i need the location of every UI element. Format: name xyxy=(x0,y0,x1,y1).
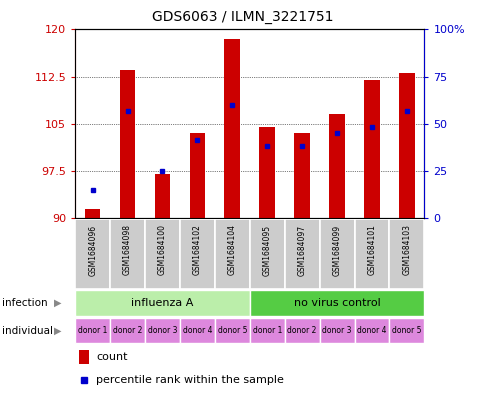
Text: GSM1684102: GSM1684102 xyxy=(193,224,201,275)
Bar xyxy=(249,318,284,343)
Bar xyxy=(75,219,110,289)
Text: GSM1684100: GSM1684100 xyxy=(158,224,166,275)
Bar xyxy=(354,219,389,289)
Bar xyxy=(75,318,110,343)
Bar xyxy=(110,219,145,289)
Bar xyxy=(78,350,89,364)
Text: GSM1684096: GSM1684096 xyxy=(88,224,97,275)
Text: percentile rank within the sample: percentile rank within the sample xyxy=(96,375,284,385)
Bar xyxy=(145,318,180,343)
Bar xyxy=(180,219,214,289)
Bar xyxy=(224,39,240,218)
Bar xyxy=(319,219,354,289)
Bar xyxy=(120,70,135,218)
Text: donor 4: donor 4 xyxy=(357,326,386,335)
Text: ▶: ▶ xyxy=(53,298,61,308)
Text: ▶: ▶ xyxy=(53,325,61,336)
Bar xyxy=(145,219,180,289)
Text: donor 2: donor 2 xyxy=(287,326,316,335)
Text: GSM1684099: GSM1684099 xyxy=(332,224,341,275)
Bar xyxy=(284,219,319,289)
Text: individual: individual xyxy=(2,325,53,336)
Bar xyxy=(319,318,354,343)
Text: donor 2: donor 2 xyxy=(113,326,142,335)
Bar xyxy=(214,219,249,289)
Bar xyxy=(154,174,170,218)
Text: GSM1684097: GSM1684097 xyxy=(297,224,306,275)
Text: donor 5: donor 5 xyxy=(217,326,246,335)
Bar xyxy=(249,290,424,316)
Bar xyxy=(363,80,379,218)
Bar xyxy=(389,318,424,343)
Text: donor 3: donor 3 xyxy=(148,326,177,335)
Text: GSM1684101: GSM1684101 xyxy=(367,224,376,275)
Text: GSM1684104: GSM1684104 xyxy=(227,224,236,275)
Bar xyxy=(389,219,424,289)
Text: donor 1: donor 1 xyxy=(78,326,107,335)
Text: donor 4: donor 4 xyxy=(182,326,212,335)
Bar xyxy=(214,318,249,343)
Bar xyxy=(284,318,319,343)
Bar xyxy=(398,73,414,218)
Bar xyxy=(75,290,249,316)
Text: infection: infection xyxy=(2,298,48,308)
Text: GSM1684098: GSM1684098 xyxy=(123,224,132,275)
Text: donor 3: donor 3 xyxy=(322,326,351,335)
Bar xyxy=(189,133,205,218)
Bar xyxy=(180,318,214,343)
Text: donor 5: donor 5 xyxy=(392,326,421,335)
Text: GDS6063 / ILMN_3221751: GDS6063 / ILMN_3221751 xyxy=(151,10,333,24)
Text: influenza A: influenza A xyxy=(131,298,193,308)
Bar xyxy=(85,209,100,218)
Bar xyxy=(110,318,145,343)
Text: donor 1: donor 1 xyxy=(252,326,281,335)
Text: GSM1684103: GSM1684103 xyxy=(402,224,410,275)
Bar xyxy=(354,318,389,343)
Text: count: count xyxy=(96,352,127,362)
Text: no virus control: no virus control xyxy=(293,298,379,308)
Text: GSM1684095: GSM1684095 xyxy=(262,224,271,275)
Bar xyxy=(249,219,284,289)
Bar xyxy=(329,114,344,218)
Bar xyxy=(294,133,309,218)
Bar xyxy=(259,127,274,218)
